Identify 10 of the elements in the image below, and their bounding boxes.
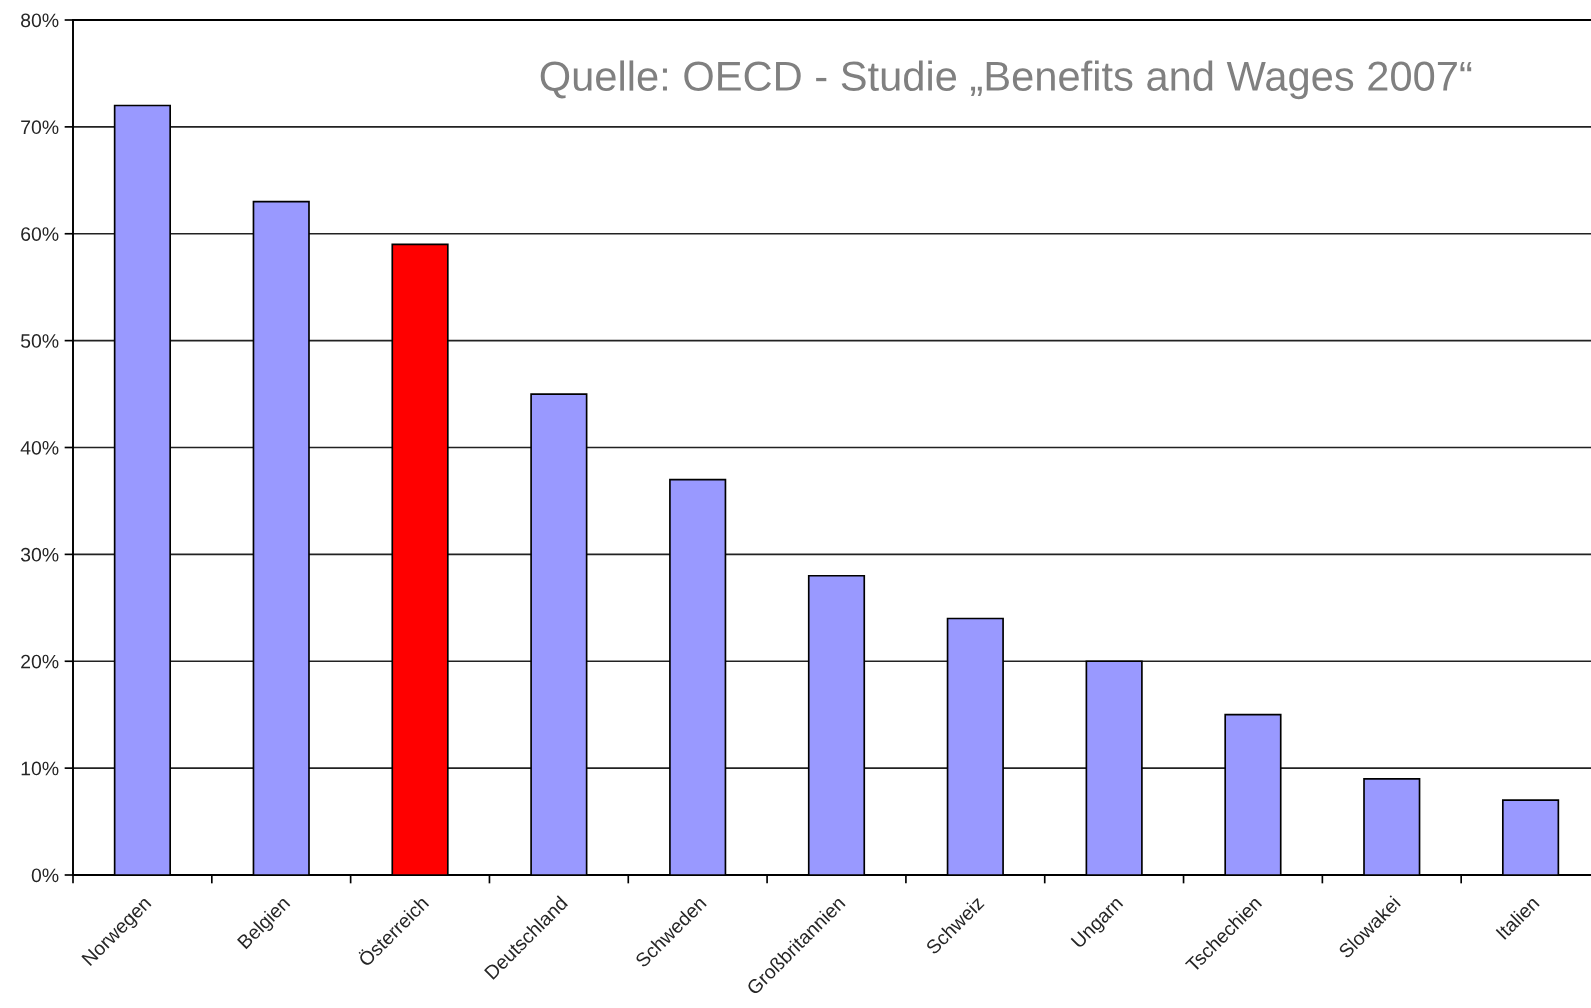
y-tick-label: 60% (21, 227, 59, 241)
y-tick-label: 40% (20, 440, 59, 455)
y-tick-label: 80% (21, 13, 59, 28)
y-tick-label: 50% (20, 334, 59, 348)
y-tick-label: 10% (21, 761, 59, 776)
y-tick-label: 20% (21, 654, 59, 669)
annotation: Quelle: OECD - Studie „Benefits and Wages 2007“ (540, 60, 1472, 100)
y-tick-label: 70% (21, 120, 59, 135)
y-tick-label: 30% (20, 547, 59, 562)
y-tick-label: 0% (31, 868, 59, 883)
